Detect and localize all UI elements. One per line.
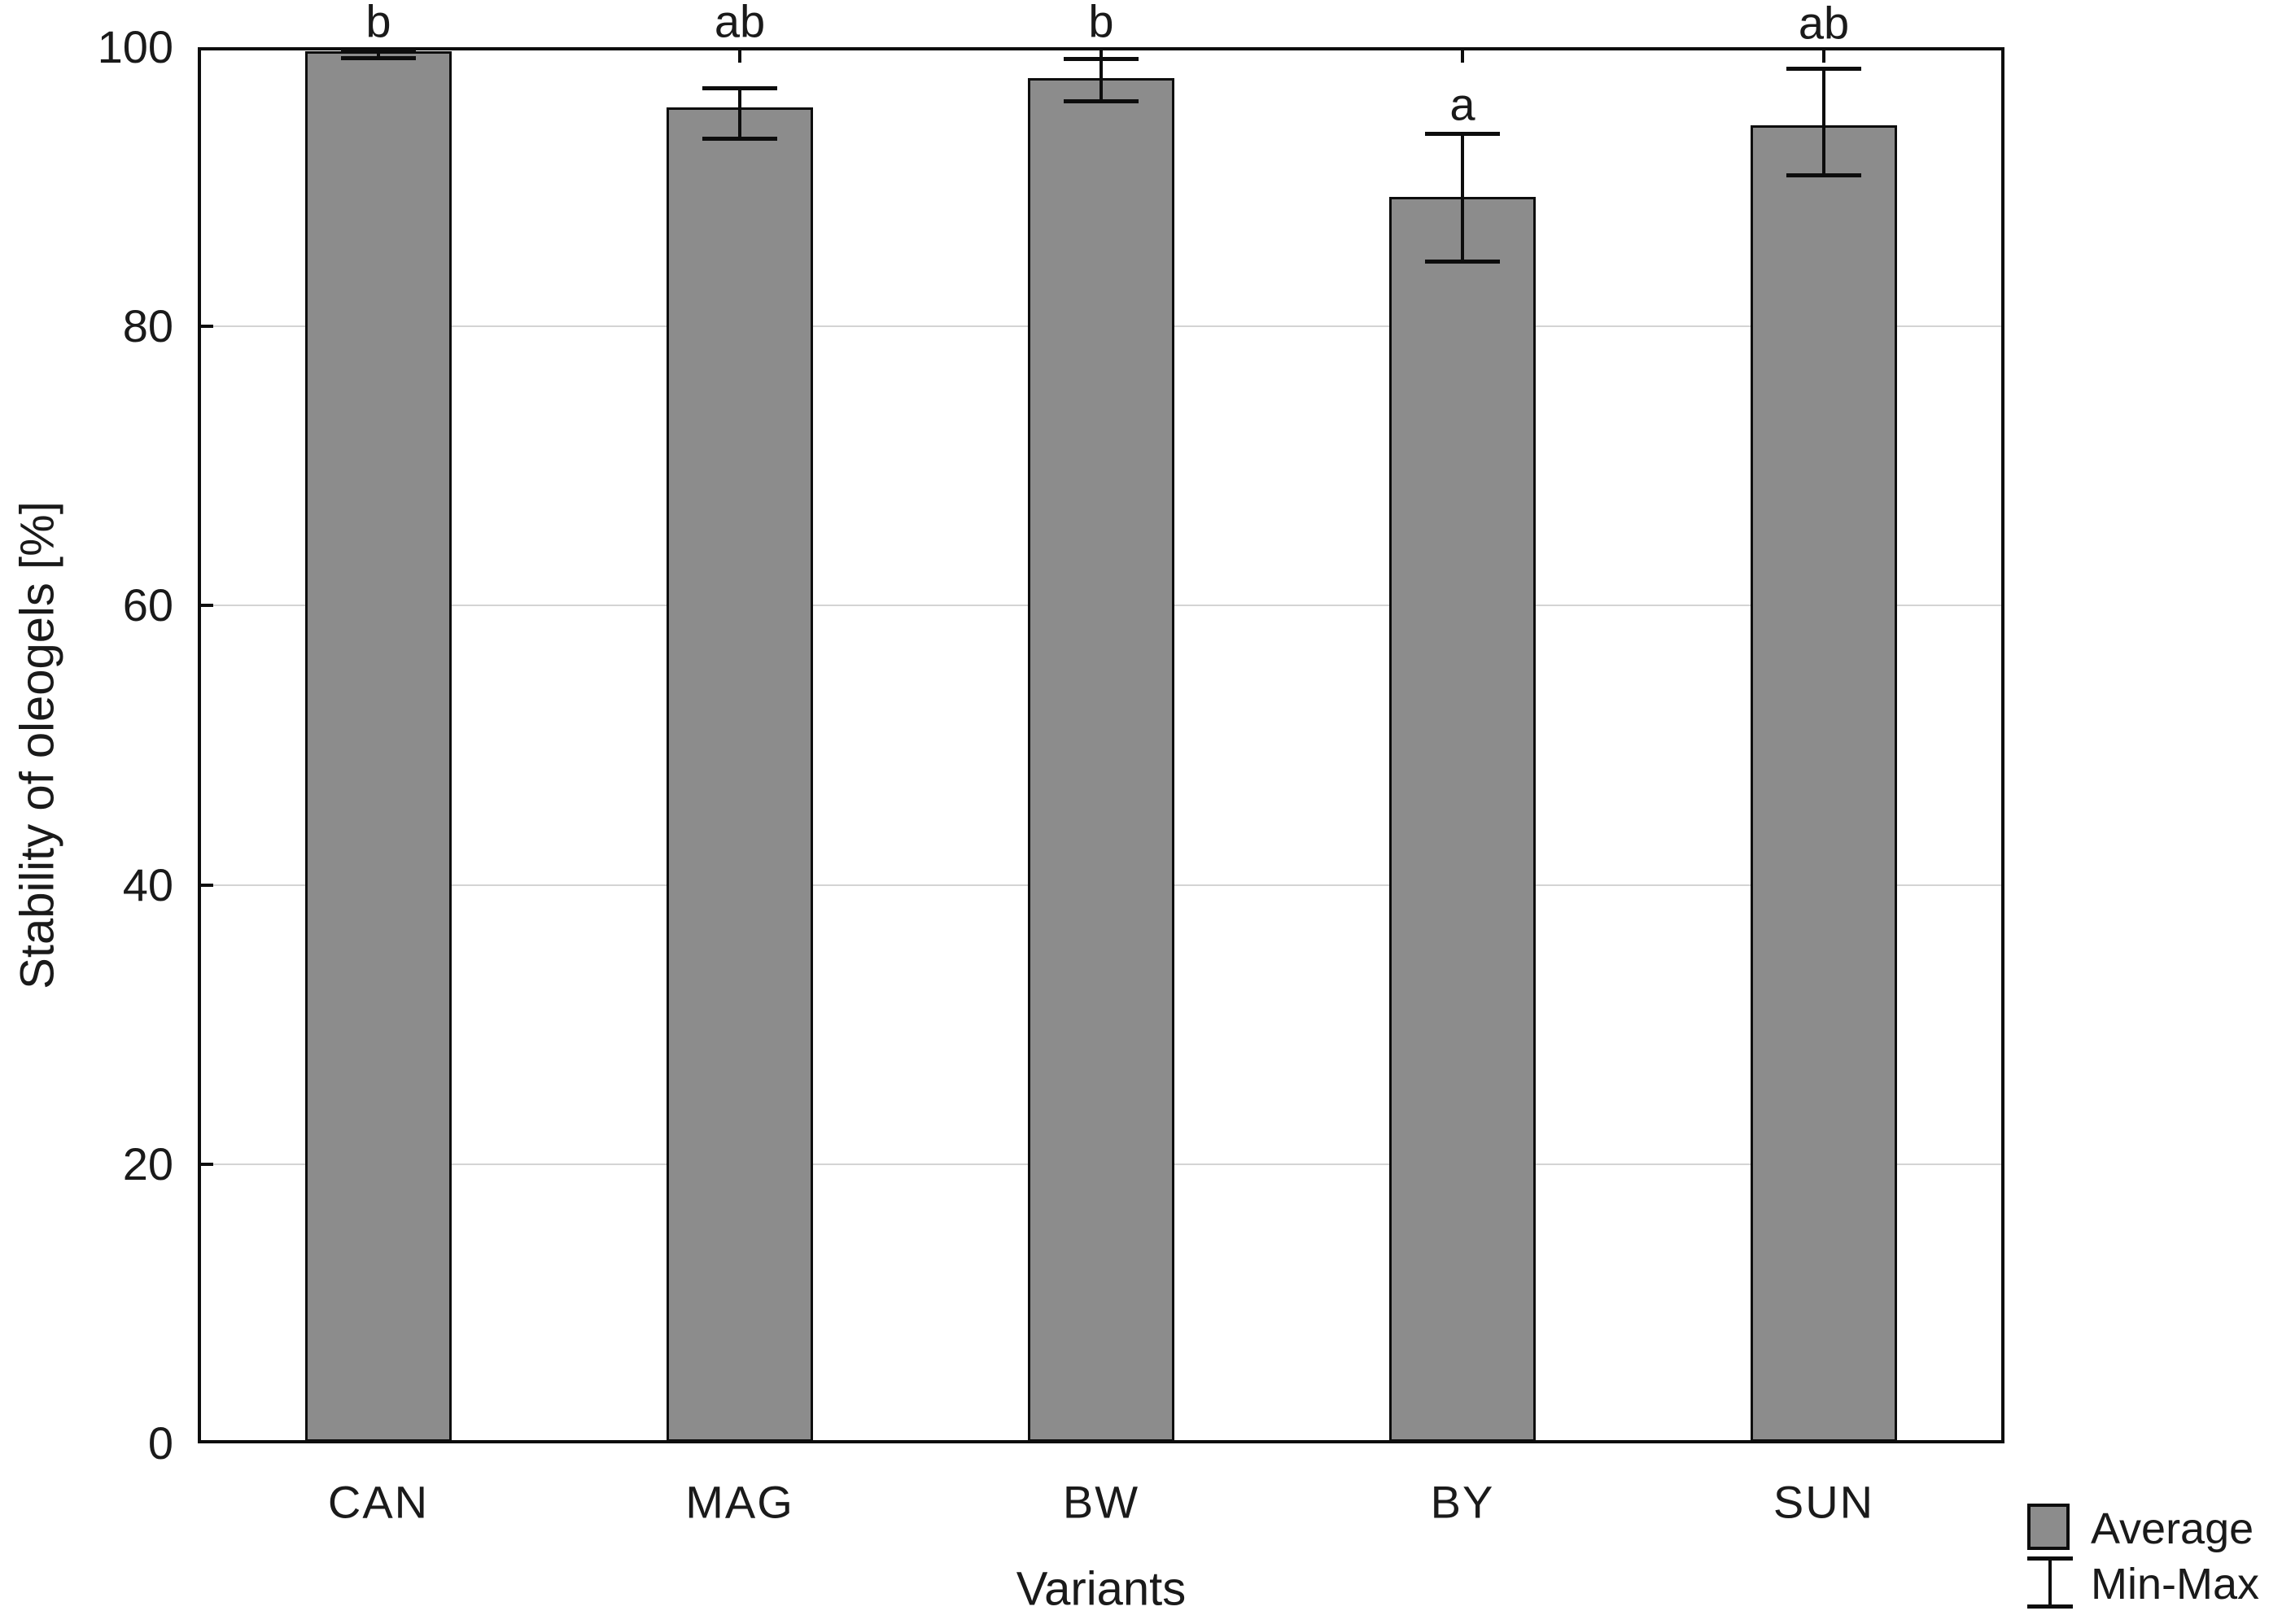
- x-axis-title: Variants: [1016, 1562, 1187, 1616]
- y-tick-label: 100: [97, 21, 173, 72]
- error-bar-cap-min: [341, 55, 416, 60]
- significance-letter: ab: [714, 0, 766, 47]
- significance-letter: ab: [1798, 0, 1850, 49]
- y-axis-tick: [201, 325, 213, 329]
- x-axis-tick-top: [1099, 50, 1103, 63]
- y-tick-label: 40: [122, 858, 173, 910]
- y-axis-title: Stability of oleogels [%]: [11, 501, 64, 989]
- error-bar-whisker: [377, 48, 380, 59]
- legend: Average Min-Max: [2027, 1504, 2271, 1617]
- x-tick-label: CAN: [327, 1476, 430, 1528]
- legend-average-swatch: [2027, 1504, 2070, 1550]
- legend-errorbar-cap-bottom: [2027, 1604, 2073, 1609]
- error-bar-whisker: [1461, 133, 1464, 263]
- error-bar-cap-max: [1064, 56, 1139, 61]
- legend-errorbar-line: [2048, 1556, 2052, 1609]
- x-axis-tick-top: [1822, 50, 1825, 63]
- error-bar-cap-max: [1425, 132, 1500, 137]
- significance-letter: b: [365, 0, 391, 47]
- error-bar-cap-max: [341, 46, 416, 51]
- error-bar-whisker: [1822, 68, 1825, 176]
- legend-errorbar-cap-top: [2027, 1556, 2073, 1561]
- legend-average-label: Average: [2091, 1504, 2254, 1553]
- error-bar-cap-max: [702, 85, 777, 90]
- error-bar-whisker: [738, 87, 741, 140]
- y-axis-tick: [201, 1162, 213, 1166]
- error-bar-cap-max: [1786, 66, 1861, 71]
- bar: [667, 107, 813, 1442]
- legend-minmax-icon: [2027, 1556, 2073, 1609]
- bar: [1028, 77, 1174, 1442]
- significance-letter: b: [1088, 0, 1114, 47]
- error-bar-cap-min: [1786, 172, 1861, 177]
- y-tick-label: 0: [147, 1417, 173, 1469]
- x-tick-label: SUN: [1773, 1476, 1875, 1528]
- error-bar-whisker: [1099, 58, 1103, 102]
- y-axis-tick: [201, 883, 213, 887]
- x-tick-label: MAG: [685, 1476, 794, 1528]
- x-axis-tick-top: [1461, 50, 1464, 63]
- error-bar-cap-min: [1425, 260, 1500, 264]
- x-tick-label: BW: [1062, 1476, 1140, 1528]
- y-axis-tick: [201, 604, 213, 608]
- bar: [1389, 196, 1536, 1442]
- bar: [1751, 125, 1897, 1442]
- significance-letter: a: [1449, 78, 1475, 130]
- x-tick-label: BY: [1430, 1476, 1495, 1528]
- error-bar-cap-min: [1064, 98, 1139, 103]
- error-bar-cap-min: [702, 137, 777, 142]
- y-tick-label: 60: [122, 579, 173, 631]
- x-axis-tick-top: [738, 50, 741, 63]
- legend-minmax-label: Min-Max: [2091, 1560, 2260, 1609]
- y-tick-label: 80: [122, 300, 173, 352]
- bar: [305, 51, 452, 1442]
- y-tick-label: 20: [122, 1137, 173, 1190]
